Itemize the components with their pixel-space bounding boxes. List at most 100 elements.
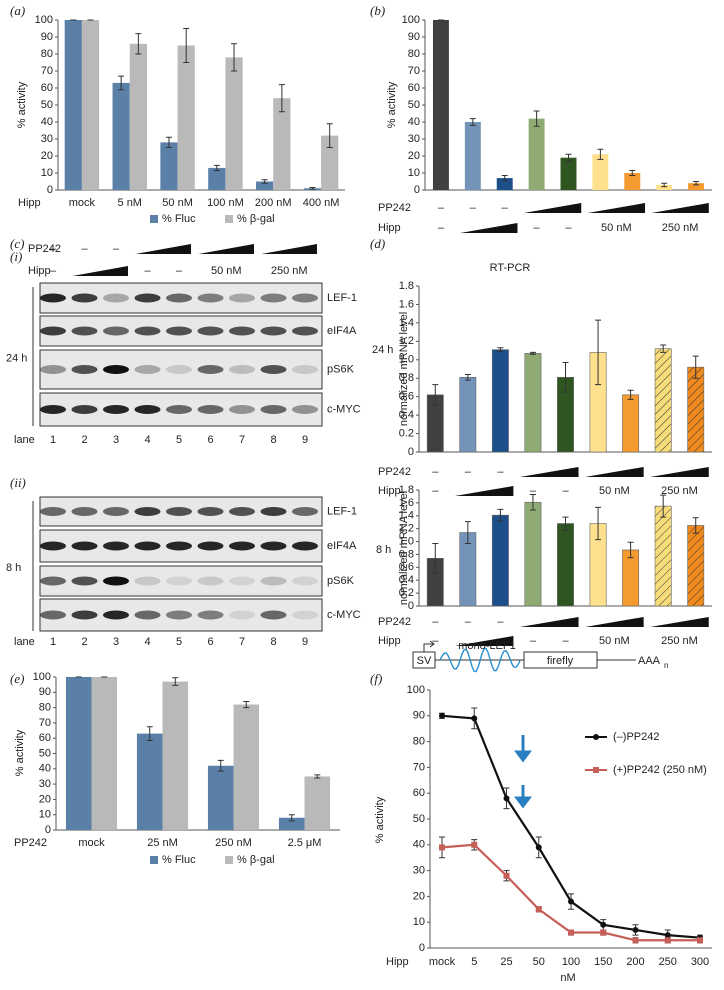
y-tick-label: 90	[413, 710, 425, 722]
x-tick-label: 400 nM	[303, 197, 340, 209]
blot-band	[71, 541, 98, 551]
blot-band	[166, 576, 192, 586]
y-tick-label: 100	[35, 14, 53, 26]
x-tick-label: 25 nM	[147, 837, 178, 849]
y-tick-label: 30	[413, 865, 425, 877]
wedge	[650, 467, 709, 477]
point	[503, 872, 510, 879]
blot-band	[134, 541, 161, 551]
blot-band	[260, 576, 287, 586]
row-text: 50 nM	[599, 635, 630, 647]
y-tick-label: 70	[408, 65, 420, 77]
wedge	[585, 467, 644, 477]
chart-title: RT-PCR	[490, 262, 531, 274]
row-text: –	[470, 202, 477, 214]
bar	[233, 704, 260, 830]
blot-band	[71, 576, 98, 586]
lane-number: 8	[270, 636, 276, 648]
x-tick-label: 50 nM	[162, 197, 193, 209]
point	[568, 929, 574, 936]
row-label: PP242	[378, 202, 411, 214]
y-tick-label: 80	[408, 48, 420, 60]
error-bar	[693, 181, 700, 186]
row-text: 250 nM	[661, 485, 698, 497]
bar	[136, 733, 163, 830]
row-label: Hipp	[378, 485, 401, 497]
lane-number: 9	[302, 434, 308, 446]
blot-band	[229, 326, 255, 336]
time-label: 8 h	[6, 562, 21, 574]
x-tick-label: 150	[594, 956, 612, 968]
blot-band	[197, 610, 224, 620]
blot-band	[229, 576, 255, 586]
blot-band	[260, 405, 287, 414]
point	[471, 841, 478, 848]
error-bar	[146, 726, 153, 741]
time-label: 8 h	[376, 544, 391, 556]
blot-band	[197, 405, 224, 414]
y-tick-label: 0.2	[399, 427, 414, 439]
bar	[687, 525, 705, 607]
row-text: –	[50, 243, 57, 255]
y-tick-label: 30	[41, 133, 53, 145]
y-tick-label: 10	[413, 916, 425, 928]
point	[664, 932, 671, 939]
legend-marker	[593, 734, 599, 740]
blot-band	[134, 610, 161, 620]
blot-band	[229, 365, 255, 374]
blot-band	[260, 541, 287, 551]
block-label: (ii)	[10, 475, 26, 490]
row-text: –	[497, 616, 504, 628]
point	[697, 937, 703, 944]
y-tick-label: 20	[408, 150, 420, 162]
reporter-box	[523, 651, 598, 669]
blot-band	[40, 365, 66, 374]
band-label: eIF4A	[327, 325, 357, 337]
row-label: PP242	[378, 466, 411, 478]
error-bar	[288, 814, 295, 822]
bar	[321, 135, 339, 190]
band-label: c-MYC	[327, 609, 361, 621]
wedge	[587, 203, 646, 213]
tail-sub: n	[664, 661, 668, 670]
lane-number: 6	[207, 434, 213, 446]
y-tick-label: 1.8	[399, 484, 414, 496]
error-bar	[432, 542, 439, 574]
wedge	[454, 636, 514, 646]
error-bar	[464, 521, 471, 544]
y-tick-label: 0	[419, 942, 425, 954]
row-text: –	[562, 485, 569, 497]
blot-band	[292, 576, 318, 586]
lane-number: 3	[113, 434, 119, 446]
row-text: 50 nM	[599, 485, 630, 497]
y-tick-label: 100	[402, 14, 420, 26]
bar	[208, 167, 226, 190]
blot-band	[229, 405, 255, 414]
blot-band	[229, 610, 255, 620]
blot-band	[260, 326, 287, 336]
error-bar	[529, 494, 536, 511]
x-tick-label: mock	[69, 197, 96, 209]
tail-text: AAA	[638, 655, 661, 667]
reporter-text: firefly	[547, 655, 574, 667]
y-tick-label: 0	[408, 600, 414, 612]
y-tick-label: 80	[39, 702, 51, 714]
bar	[162, 681, 189, 830]
row-text: –	[534, 222, 541, 234]
blot-band	[103, 576, 129, 586]
x-tick-label: 100 nM	[207, 197, 244, 209]
blot-band	[166, 541, 192, 551]
x-tick-label: 250 nM	[215, 837, 252, 849]
y-axis-label: normalized mRNA level	[398, 312, 410, 426]
lane-number: 1	[50, 636, 56, 648]
y-tick-label: 0.4	[399, 409, 414, 421]
bar	[65, 677, 92, 830]
y-tick-label: 0.6	[399, 561, 414, 573]
blot-band	[103, 365, 129, 374]
blot-band	[292, 507, 318, 516]
blot-band	[134, 405, 161, 414]
series-line	[441, 843, 700, 942]
error-bar	[135, 33, 142, 55]
legend-marker	[593, 767, 599, 773]
blot-band	[166, 365, 192, 374]
